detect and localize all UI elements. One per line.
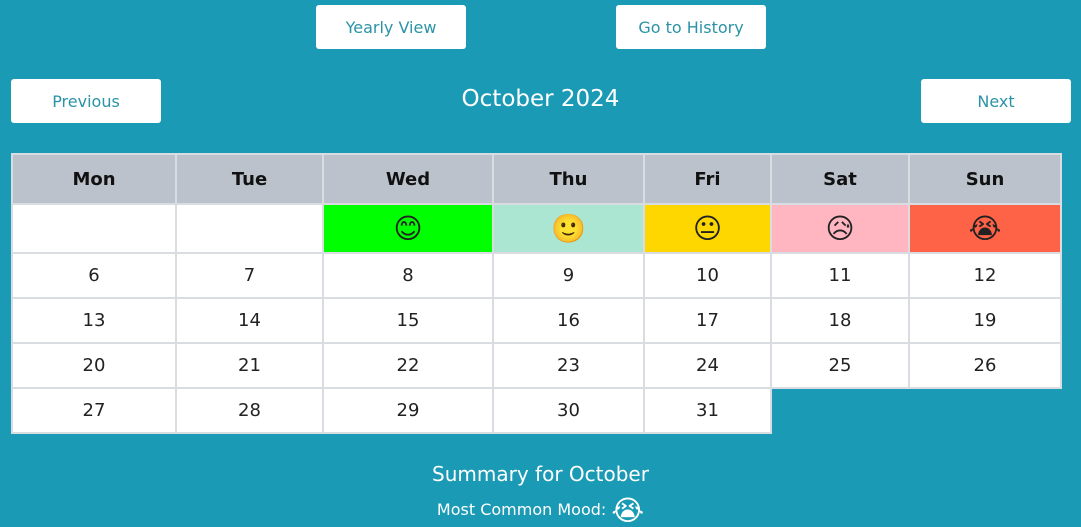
weekday-header: Mon: [11, 153, 177, 205]
day-cell-mood[interactable]: 😐: [643, 203, 772, 254]
day-cell[interactable]: 29: [322, 387, 494, 434]
day-cell[interactable]: 17: [643, 297, 772, 344]
weekday-header-row: Mon Tue Wed Thu Fri Sat Sun: [11, 153, 1062, 205]
day-cell[interactable]: 16: [492, 297, 645, 344]
day-cell-mood[interactable]: 😥: [770, 203, 910, 254]
weekday-header: Sun: [908, 153, 1062, 205]
day-cell[interactable]: 23: [492, 342, 645, 389]
previous-month-button[interactable]: Previous: [11, 79, 161, 123]
day-cell[interactable]: 12: [908, 252, 1062, 299]
most-common-mood-label: Most Common Mood:: [436, 500, 607, 519]
week-row: 6 7 8 9 10 11 12: [11, 252, 1062, 299]
day-cell[interactable]: 30: [492, 387, 645, 434]
weekday-header: Fri: [643, 153, 772, 205]
most-common-mood: Most Common Mood: 😭: [0, 494, 1081, 527]
day-cell[interactable]: 24: [643, 342, 772, 389]
day-cell[interactable]: 7: [175, 252, 324, 299]
empty-cell: [909, 388, 1061, 433]
month-title: October 2024: [461, 86, 620, 112]
crying-face-icon: 😭: [611, 494, 645, 527]
day-cell[interactable]: 31: [643, 387, 772, 434]
empty-cell: [771, 388, 909, 433]
day-cell-mood[interactable]: 😊: [322, 203, 494, 254]
day-cell-mood[interactable]: 😭: [908, 203, 1062, 254]
yearly-view-button[interactable]: Yearly View: [316, 5, 466, 49]
day-cell[interactable]: 27: [11, 387, 177, 434]
weekday-header: Thu: [492, 153, 645, 205]
day-cell[interactable]: 9: [492, 252, 645, 299]
day-cell[interactable]: 22: [322, 342, 494, 389]
weekday-header: Wed: [322, 153, 494, 205]
day-cell[interactable]: 26: [908, 342, 1062, 389]
day-cell-mood[interactable]: 🙂: [492, 203, 645, 254]
day-cell[interactable]: [175, 203, 324, 254]
go-to-history-button[interactable]: Go to History: [616, 5, 766, 49]
week-row: 20 21 22 23 24 25 26: [11, 342, 1062, 389]
day-cell[interactable]: 10: [643, 252, 772, 299]
day-cell[interactable]: 11: [770, 252, 910, 299]
calendar-grid: Mon Tue Wed Thu Fri Sat Sun 😊 🙂 😐 😥 😭 6 …: [11, 153, 1062, 434]
day-cell[interactable]: 13: [11, 297, 177, 344]
week-row: 😊 🙂 😐 😥 😭: [11, 203, 1062, 254]
day-cell[interactable]: 21: [175, 342, 324, 389]
weekday-header: Tue: [175, 153, 324, 205]
day-cell[interactable]: 18: [770, 297, 910, 344]
day-cell[interactable]: [11, 203, 177, 254]
day-cell[interactable]: 19: [908, 297, 1062, 344]
day-cell[interactable]: 28: [175, 387, 324, 434]
day-cell[interactable]: 25: [770, 342, 910, 389]
week-row: 13 14 15 16 17 18 19: [11, 297, 1062, 344]
next-month-button[interactable]: Next: [921, 79, 1071, 123]
day-cell[interactable]: 15: [322, 297, 494, 344]
week-row: 27 28 29 30 31: [11, 387, 1061, 434]
day-cell[interactable]: 6: [11, 252, 177, 299]
day-cell[interactable]: 8: [322, 252, 494, 299]
day-cell[interactable]: 14: [175, 297, 324, 344]
weekday-header: Sat: [770, 153, 910, 205]
summary-title: Summary for October: [432, 462, 649, 486]
day-cell[interactable]: 20: [11, 342, 177, 389]
